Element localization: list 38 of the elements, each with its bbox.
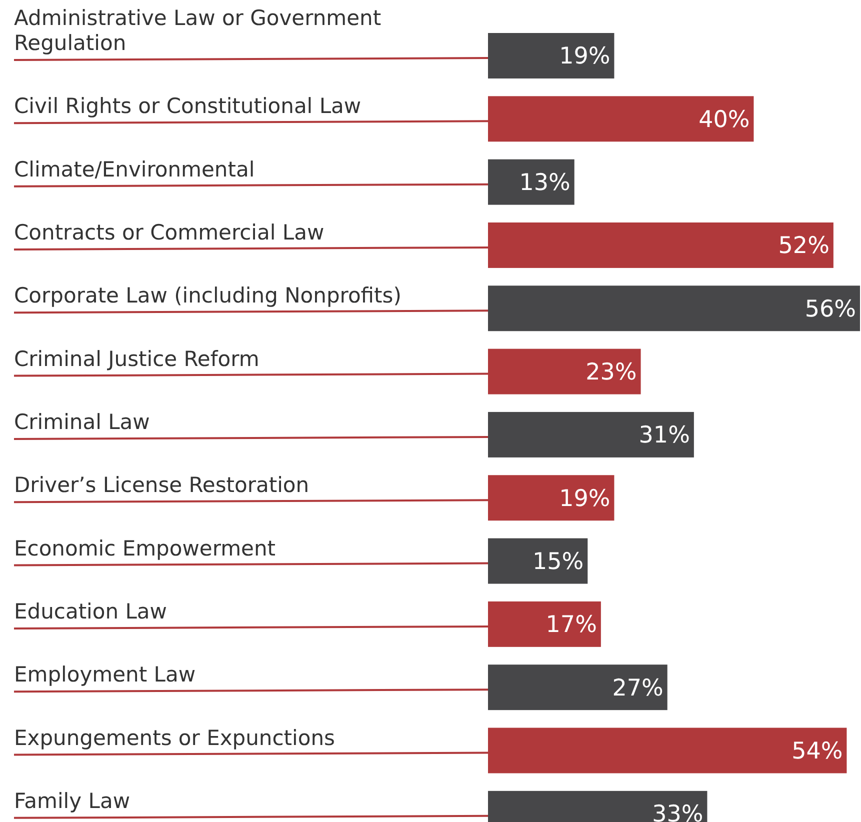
y-tick-label: Family Law bbox=[14, 788, 130, 813]
bar bbox=[488, 601, 601, 647]
data-label: 13% bbox=[519, 170, 570, 196]
data-label: 40% bbox=[698, 106, 750, 133]
y-tick-label: Civil Rights or Constitutional Law bbox=[14, 94, 362, 118]
data-label: 27% bbox=[612, 675, 664, 702]
data-label: 15% bbox=[532, 549, 584, 576]
y-tick-label: Employment Law bbox=[14, 662, 196, 687]
bar bbox=[488, 96, 754, 142]
y-tick-label: Climate/Environmental bbox=[14, 157, 255, 182]
bar bbox=[488, 412, 694, 458]
y-tick-label: Driver’s License Restoration bbox=[14, 473, 310, 498]
bar bbox=[488, 475, 614, 521]
y-tick-label: Criminal Law bbox=[14, 410, 150, 434]
data-label: 17% bbox=[546, 612, 597, 638]
data-label: 19% bbox=[559, 486, 610, 512]
data-label: 52% bbox=[778, 233, 830, 260]
y-tick-label: Contracts or Commercial Law bbox=[14, 220, 324, 244]
bar bbox=[488, 33, 614, 78]
data-label: 56% bbox=[804, 296, 856, 322]
y-tick-label: Expungements or Expunctions bbox=[14, 726, 335, 750]
y-tick-label: Corporate Law (including Nonprofits) bbox=[14, 284, 402, 308]
bar bbox=[488, 222, 834, 268]
data-label: 33% bbox=[652, 802, 704, 822]
data-label: 54% bbox=[792, 738, 843, 764]
bar bbox=[488, 664, 668, 710]
data-label: 31% bbox=[638, 422, 690, 449]
data-label: 23% bbox=[586, 360, 637, 386]
y-tick-label: Criminal Justice Reform bbox=[14, 346, 260, 371]
bar bbox=[488, 538, 588, 584]
bar bbox=[488, 159, 574, 205]
y-tick-label: Education Law bbox=[14, 599, 167, 624]
bar bbox=[488, 286, 860, 332]
y-tick-label: Administrative Law or Government Regulation bbox=[14, 6, 382, 55]
bar bbox=[488, 348, 641, 394]
y-tick-label: Economic Empowerment bbox=[14, 536, 276, 560]
data-label: 19% bbox=[559, 44, 610, 70]
bar bbox=[488, 728, 847, 774]
